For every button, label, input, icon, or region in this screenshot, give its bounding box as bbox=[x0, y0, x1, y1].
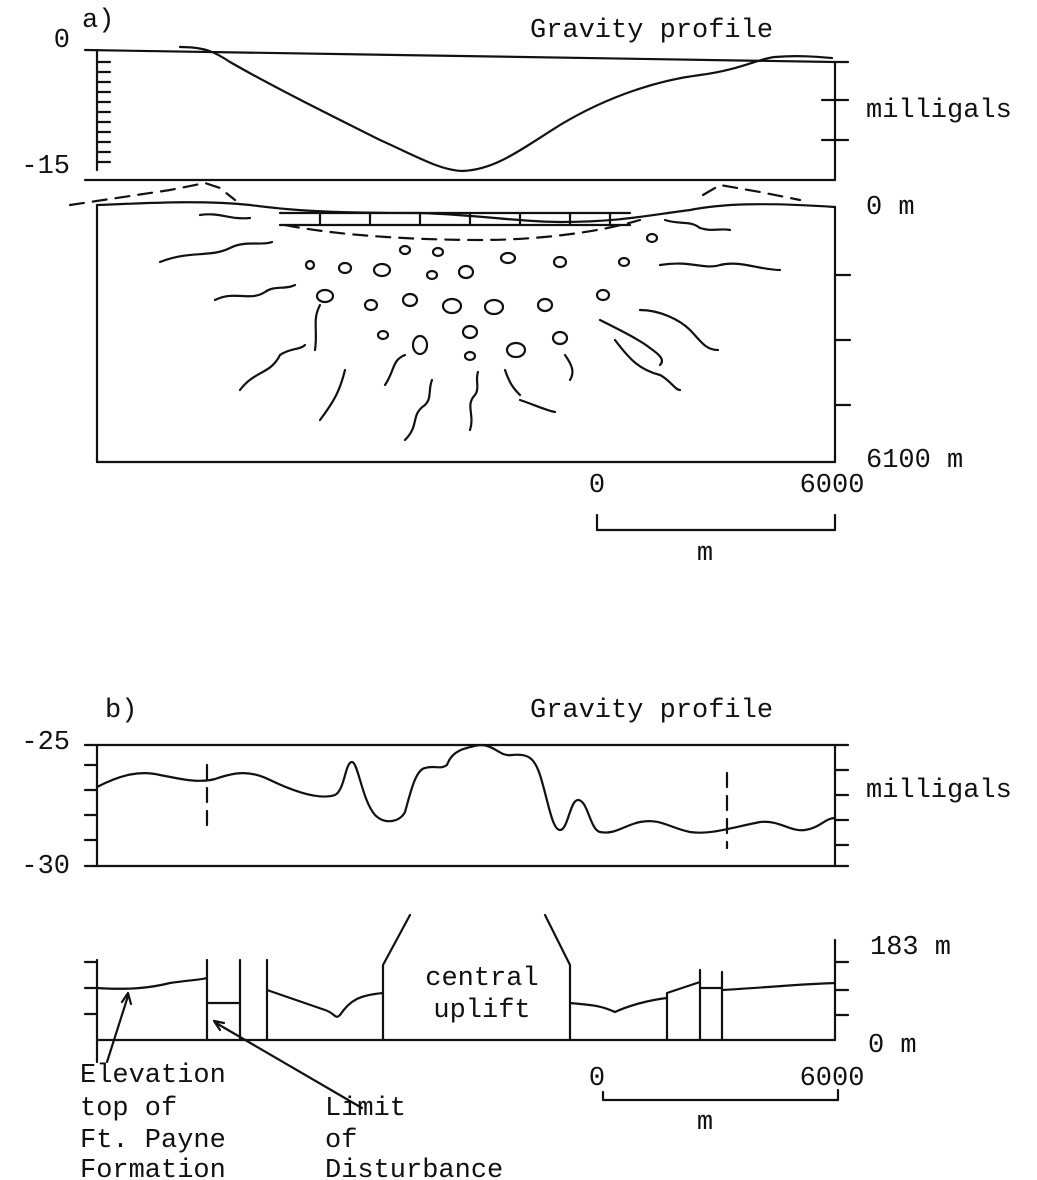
note-line: of bbox=[325, 1126, 357, 1156]
y-top-label: -25 bbox=[21, 728, 70, 758]
arrows bbox=[105, 991, 364, 1110]
note-line: top of bbox=[80, 1094, 177, 1124]
y-top-label: 0 bbox=[54, 26, 70, 56]
gravity-curve-b bbox=[95, 743, 837, 834]
cross-section bbox=[68, 181, 852, 464]
note-line: Elevation bbox=[80, 1061, 226, 1091]
panel-title: Gravity profile bbox=[530, 16, 773, 46]
scale-bar bbox=[595, 513, 837, 532]
elevation-profile bbox=[83, 913, 850, 1064]
gravity-frame-b bbox=[83, 743, 850, 868]
center-label: central bbox=[425, 964, 538, 994]
depth-bottom-label: 6100 m bbox=[866, 446, 963, 476]
scale-end: 6000 bbox=[800, 1064, 865, 1094]
elev-top-label: 183 m bbox=[870, 933, 951, 963]
gravity-curve-a bbox=[178, 45, 834, 173]
note-line: Disturbance bbox=[325, 1156, 503, 1180]
scale-start: 0 bbox=[589, 471, 605, 501]
note-line: Limit bbox=[325, 1094, 406, 1124]
y-bottom-label: -15 bbox=[21, 152, 70, 182]
note-line: Ft. Payne bbox=[80, 1126, 226, 1156]
scale-end: 6000 bbox=[800, 471, 865, 501]
scale-bar bbox=[601, 1088, 840, 1102]
panel-label: a) bbox=[82, 6, 114, 36]
gravity-frame-a bbox=[83, 48, 850, 182]
depth-top-label: 0 m bbox=[866, 193, 915, 223]
y-bottom-label: -30 bbox=[21, 852, 70, 882]
panel-label: b) bbox=[105, 696, 137, 726]
panel-title: Gravity profile bbox=[530, 696, 773, 726]
elev-bottom-label: 0 m bbox=[868, 1031, 917, 1061]
scale-unit: m bbox=[697, 1108, 713, 1138]
y-unit: milligals bbox=[866, 96, 1012, 126]
y-unit: milligals bbox=[866, 776, 1012, 806]
scale-unit: m bbox=[697, 539, 713, 569]
center-label: uplift bbox=[433, 996, 530, 1026]
scale-start: 0 bbox=[589, 1064, 605, 1094]
note-line: Formation bbox=[80, 1156, 226, 1180]
